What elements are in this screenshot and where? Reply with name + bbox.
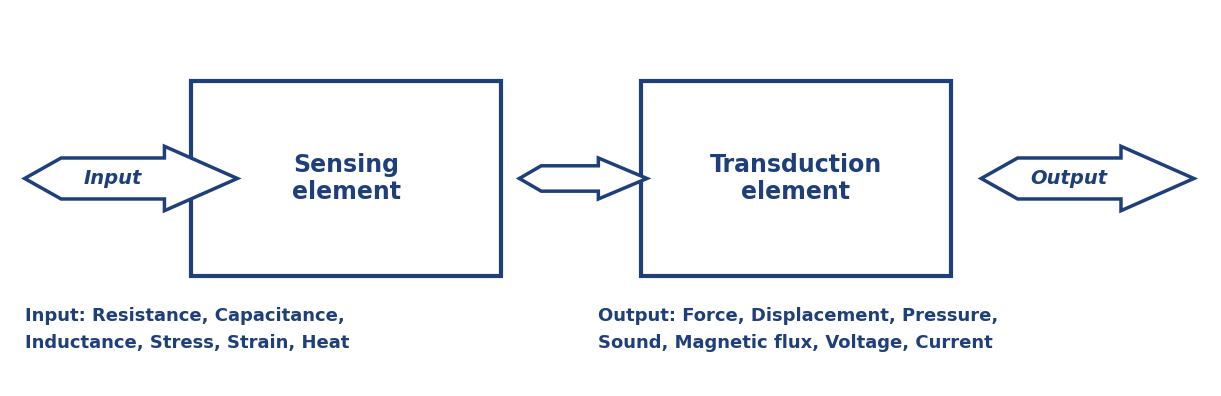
FancyBboxPatch shape <box>192 81 501 276</box>
Text: Input: Input <box>83 169 142 188</box>
Text: Sensing
element: Sensing element <box>292 152 400 204</box>
FancyBboxPatch shape <box>641 81 951 276</box>
Polygon shape <box>519 158 647 199</box>
Text: Output: Output <box>1031 169 1107 188</box>
Polygon shape <box>982 146 1194 211</box>
Polygon shape <box>24 146 237 211</box>
Text: Input: Resistance, Capacitance,
Inductance, Stress, Strain, Heat: Input: Resistance, Capacitance, Inductan… <box>24 307 349 352</box>
Text: Output: Force, Displacement, Pressure,
Sound, Magnetic flux, Voltage, Current: Output: Force, Displacement, Pressure, S… <box>598 307 999 352</box>
Text: Transduction
element: Transduction element <box>709 152 882 204</box>
